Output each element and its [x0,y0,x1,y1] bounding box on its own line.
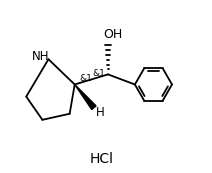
Text: NH: NH [32,50,50,63]
Text: OH: OH [103,28,122,40]
Text: &1: &1 [79,74,92,83]
Text: &1: &1 [92,69,105,78]
Text: HCl: HCl [90,152,114,166]
Text: H: H [96,106,105,119]
Polygon shape [75,84,96,110]
